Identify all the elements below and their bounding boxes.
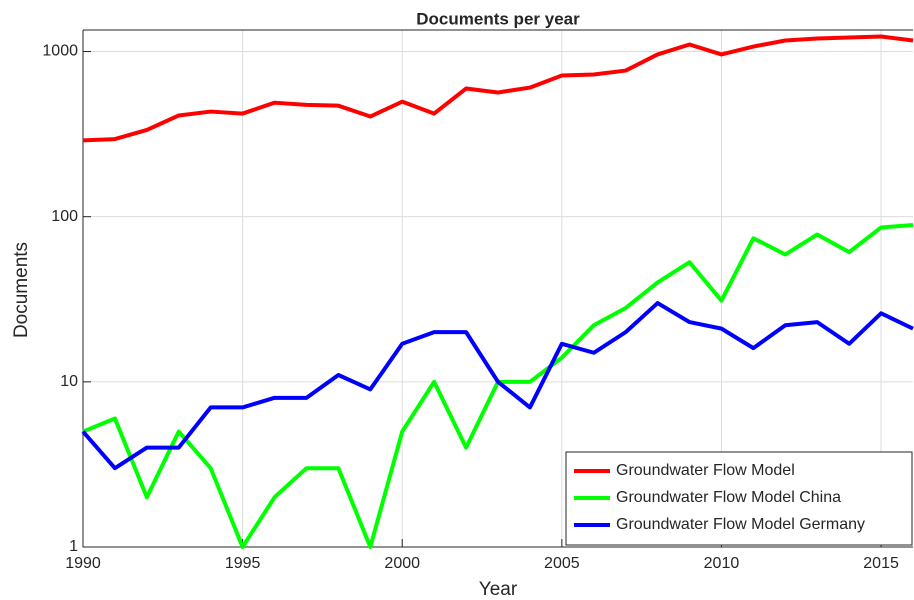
x-tick-label: 1990: [65, 555, 101, 572]
legend-box: [565, 451, 913, 546]
series-line: [81, 301, 914, 471]
y-tick-label: 10: [60, 373, 78, 390]
y-tick-label: 100: [51, 208, 78, 225]
series-line: [82, 34, 914, 143]
x-tick-label: 2005: [544, 555, 580, 572]
legend-label: Groundwater Flow Model Germany: [616, 516, 865, 533]
legend-label: Groundwater Flow Model China: [616, 489, 841, 506]
y-axis-label: Documents: [11, 242, 32, 338]
x-tick-label: 2000: [384, 555, 420, 572]
y-tick-label: 1: [69, 538, 78, 555]
x-tick-label: 2010: [704, 555, 740, 572]
y-tick-label: 1000: [42, 43, 78, 60]
x-tick-label: 1995: [225, 555, 261, 572]
chart-title: Documents per year: [416, 9, 580, 28]
legend-label: Groundwater Flow Model: [616, 462, 795, 479]
x-tick-label: 2015: [863, 555, 899, 572]
x-axis-label: Year: [479, 579, 518, 600]
axis-frame: [82, 29, 913, 548]
